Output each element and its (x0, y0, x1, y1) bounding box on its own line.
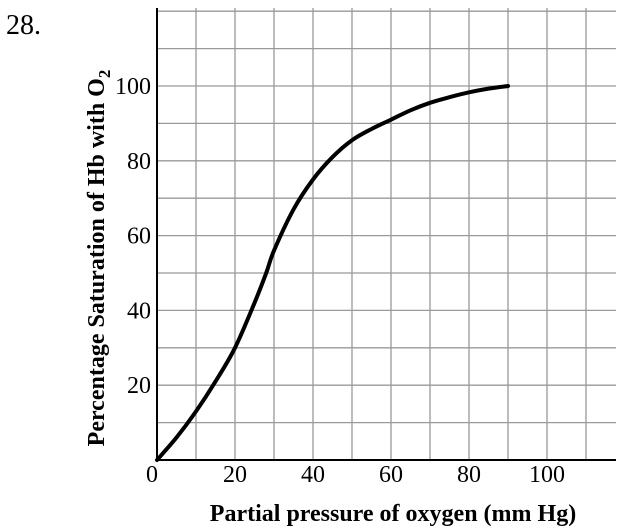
x-tick-label: 40 (301, 462, 325, 488)
x-tick-label: 80 (457, 462, 481, 488)
tick-labels: 0 20 40 60 80 100 20 40 60 80 100 (115, 74, 565, 488)
y-tick-label: 60 (127, 224, 151, 250)
x-axis-title: Partial pressure of oxygen (mm Hg) (210, 501, 576, 527)
grid (157, 8, 616, 460)
y-tick-label: 80 (127, 149, 151, 175)
y-axis-title-subscript: 2 (95, 70, 114, 79)
y-axis-title: Percentage Saturation of Hb with O2 (84, 70, 114, 447)
y-axis-title-main: Percentage Saturation of Hb with O (84, 78, 110, 446)
y-tick-label: 20 (127, 373, 151, 399)
x-tick-label: 20 (223, 462, 247, 488)
x-tick-label: 0 (146, 462, 158, 488)
saturation-curve (155, 84, 510, 462)
y-tick-label: 40 (127, 298, 151, 324)
x-tick-label: 100 (529, 462, 565, 488)
question-number: 28. (6, 10, 41, 41)
y-tick-label: 100 (115, 74, 151, 100)
x-tick-label: 60 (379, 462, 403, 488)
axes (156, 8, 616, 461)
